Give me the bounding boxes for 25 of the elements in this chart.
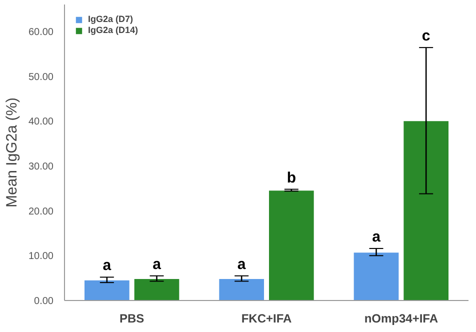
annotation: a: [237, 256, 246, 273]
bar: [218, 278, 266, 300]
bar: [402, 120, 450, 300]
annotation: a: [372, 228, 382, 246]
y-axis-title: Mean IgG2a (%): [3, 97, 20, 208]
legend-label: IgG2a (D14): [88, 25, 138, 35]
annotation: c: [422, 28, 430, 45]
legend-label: IgG2a (D7): [88, 14, 134, 24]
y-tick-label: 50.00: [28, 72, 54, 83]
bar: [133, 278, 180, 300]
y-tick-label: 40.00: [28, 116, 54, 128]
y-tick-label: 10.00: [28, 251, 54, 262]
y-tick-label: 20.00: [28, 206, 54, 218]
y-tick-label: 60.00: [28, 26, 54, 38]
bar: [84, 279, 130, 300]
annotation: b: [286, 169, 296, 186]
x-tick-label: nOmp34+IFA: [364, 312, 438, 326]
y-tick-label: 30.00: [28, 161, 54, 172]
bar: [268, 190, 315, 300]
x-tick-label: PBS: [119, 312, 144, 326]
annotation: a: [102, 257, 112, 274]
x-tick-label: FKC+IFA: [241, 312, 292, 326]
bar: [352, 252, 400, 300]
annotation: a: [152, 256, 162, 273]
y-tick-label: 0.00: [34, 296, 54, 307]
